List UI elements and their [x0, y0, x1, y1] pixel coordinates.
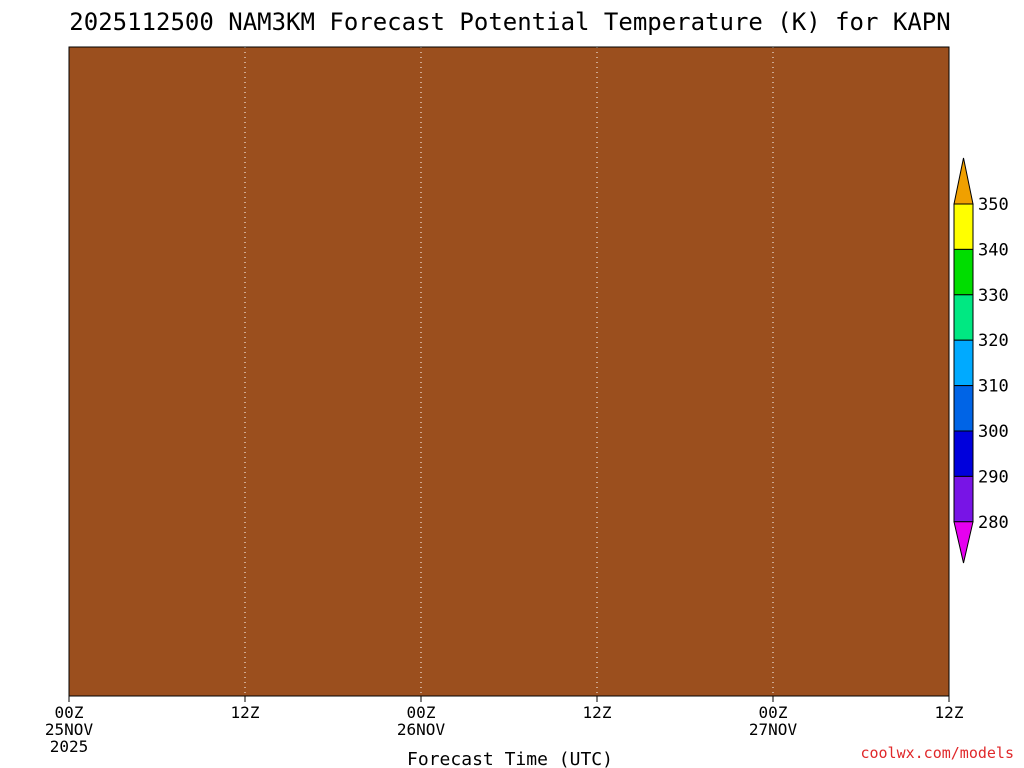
x-tick-label: 00Z	[407, 703, 436, 722]
colorbar-tick-label: 340	[978, 240, 1009, 260]
colorbar-segment	[953, 294, 974, 341]
colorbar-segment	[953, 475, 974, 523]
surface-fill	[69, 47, 949, 696]
colorbar-tick-label: 300	[978, 422, 1009, 442]
x-tick-label: 12Z	[583, 703, 612, 722]
colorbar-segment	[953, 339, 974, 387]
x-tick-label: 12Z	[935, 703, 964, 722]
colorbar-bottom-arrow	[953, 521, 974, 564]
colorbar-segment	[953, 203, 974, 250]
x-tick-label: 00Z	[759, 703, 788, 722]
grid-lines	[69, 47, 949, 696]
x-tick-label: 25NOV	[45, 720, 94, 739]
colorbar-segment	[953, 385, 974, 432]
x-tick-label: 27NOV	[749, 720, 798, 739]
colorbar-tick-label: 310	[978, 377, 1009, 397]
chart-title: 2025112500 NAM3KM Forecast Potential Tem…	[69, 8, 950, 36]
x-tick-label: 12Z	[231, 703, 260, 722]
x-tick-label: 2025	[50, 737, 89, 756]
colorbar: 350 340 330 320 310 300 290 280	[953, 157, 1009, 564]
colorbar-tick-label: 330	[978, 286, 1009, 306]
x-tick-label: 26NOV	[397, 720, 446, 739]
ground-surface	[69, 47, 949, 696]
colorbar-top-arrow	[953, 157, 974, 205]
colorbar-tick-label: 320	[978, 331, 1009, 351]
colorbar-tick-label: 350	[978, 195, 1009, 215]
plot-frame	[68, 46, 950, 697]
x-axis-label: Forecast Time (UTC)	[407, 749, 613, 768]
colorbar-tick-label: 280	[978, 513, 1009, 533]
colorbar-segment	[953, 248, 974, 296]
colorbar-segment	[953, 430, 974, 477]
x-tick-label: 00Z	[55, 703, 84, 722]
colorbar-tick-label: 290	[978, 467, 1009, 487]
credit-text: coolwx.com/models	[860, 744, 1014, 762]
